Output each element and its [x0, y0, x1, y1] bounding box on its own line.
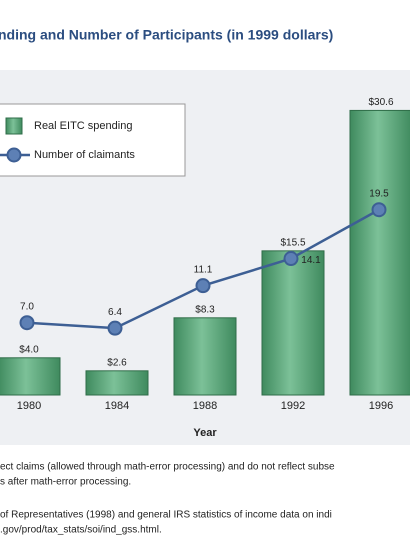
line-marker — [19, 315, 35, 331]
note: ect claims (allowed through math-error p… — [0, 462, 335, 473]
line-marker — [283, 251, 299, 267]
legend-label: Number of claimants — [34, 149, 135, 161]
x-axis-label: Year — [193, 427, 217, 439]
note: s after math-error processing. — [0, 477, 131, 488]
x-tick-label: 1980 — [17, 400, 41, 412]
legend: Real EITC spending Number of claimants — [0, 103, 186, 177]
x-tick-label: 1996 — [369, 400, 393, 412]
bar-value-label: $4.0 — [19, 344, 39, 355]
bar-value-label: $2.6 — [107, 357, 127, 368]
bar-value-label: $15.5 — [280, 237, 305, 248]
line-value-label: 19.5 — [369, 188, 389, 199]
chart-title: nding and Number of Participants (in 199… — [0, 27, 333, 43]
legend-swatch — [5, 117, 23, 135]
line-value-label: 6.4 — [108, 307, 122, 318]
line-marker — [107, 320, 123, 336]
legend-label: Real EITC spending — [34, 120, 132, 132]
line-value-label: 11.1 — [194, 264, 213, 275]
bar-value-label: $8.3 — [195, 304, 215, 315]
x-tick-label: 1992 — [281, 400, 305, 412]
bar — [0, 357, 61, 396]
line-marker — [371, 202, 387, 218]
line-value-label: 7.0 — [20, 301, 34, 312]
bar — [261, 250, 325, 396]
x-tick-label: 1988 — [193, 400, 217, 412]
bar — [173, 317, 237, 396]
line-value-label: 14.1 — [301, 255, 321, 266]
x-tick-label: 1984 — [105, 400, 129, 412]
bar — [85, 370, 149, 396]
legend-box — [0, 103, 186, 177]
line-marker — [195, 278, 211, 294]
legend-marker — [6, 147, 22, 163]
bar — [349, 109, 410, 396]
bar-value-label: $30.6 — [368, 97, 393, 108]
note: .gov/prod/tax_stats/soi/ind_gss.html. — [0, 525, 162, 536]
note: of Representatives (1998) and general IR… — [0, 510, 332, 521]
